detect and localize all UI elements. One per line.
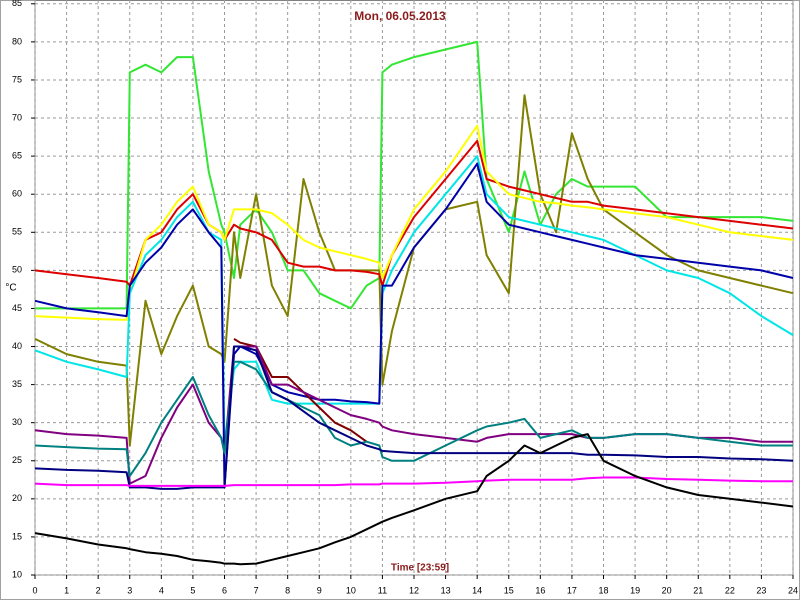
series-line [35, 40, 794, 310]
x-tick-label: 15 [504, 585, 514, 595]
x-tick-label: 13 [441, 585, 451, 595]
x-tick-label: 11 [378, 585, 387, 595]
x-tick-label: 17 [567, 585, 577, 595]
x-tick-label: 10 [346, 585, 356, 595]
x-tick-label: 5 [190, 585, 195, 595]
x-tick-label: 2 [96, 585, 101, 595]
y-tick-label: 35 [12, 379, 22, 389]
y-axis-label: °C [5, 283, 16, 294]
y-tick-label: 30 [12, 417, 22, 427]
x-tick-label: 23 [756, 585, 766, 595]
x-tick-label: 4 [159, 585, 164, 595]
y-tick-label: 80 [12, 36, 22, 46]
chart-title: Mon, 06.05.2013 [354, 9, 446, 23]
x-tick-label: 6 [222, 585, 227, 595]
series-line [233, 338, 368, 443]
x-axis-label: Time [23:59] [391, 563, 449, 574]
y-tick-label: 60 [12, 189, 22, 199]
x-tick-label: 20 [662, 585, 672, 595]
y-tick-label: 45 [12, 303, 22, 313]
y-tick-label: 55 [12, 227, 22, 237]
x-tick-label: 9 [317, 585, 322, 595]
series-layer [34, 40, 794, 566]
series-line [34, 155, 794, 447]
series-line [34, 139, 794, 287]
y-tick-label: 65 [12, 151, 22, 161]
y-tick-label: 10 [12, 569, 22, 579]
x-tick-label: 7 [254, 585, 259, 595]
x-tick-label: 8 [285, 585, 290, 595]
x-tick-label: 16 [535, 585, 545, 595]
x-tick-label: 0 [32, 585, 37, 595]
x-tick-label: 24 [788, 585, 798, 595]
y-tick-label: 85 [12, 0, 22, 8]
series-line [34, 345, 794, 490]
series-line [34, 433, 794, 566]
y-tick-label: 40 [12, 341, 22, 351]
x-tick-label: 12 [409, 585, 419, 595]
x-tick-label: 21 [693, 585, 703, 595]
y-tick-label: 15 [12, 531, 22, 541]
y-tick-label: 25 [12, 455, 22, 465]
y-tick-label: 70 [12, 112, 22, 122]
y-tick-label: 50 [12, 265, 22, 275]
x-tick-label: 19 [630, 585, 640, 595]
x-tick-label: 1 [64, 585, 69, 595]
x-tick-label: 22 [725, 585, 735, 595]
x-tick-label: 14 [472, 585, 482, 595]
series-line [34, 162, 794, 489]
y-tick-label: 75 [12, 74, 22, 84]
y-tick-label: 20 [12, 493, 22, 503]
x-tick-label: 3 [127, 585, 132, 595]
series-line [34, 476, 793, 487]
series-line [34, 124, 794, 321]
x-tick-label: 18 [598, 585, 608, 595]
